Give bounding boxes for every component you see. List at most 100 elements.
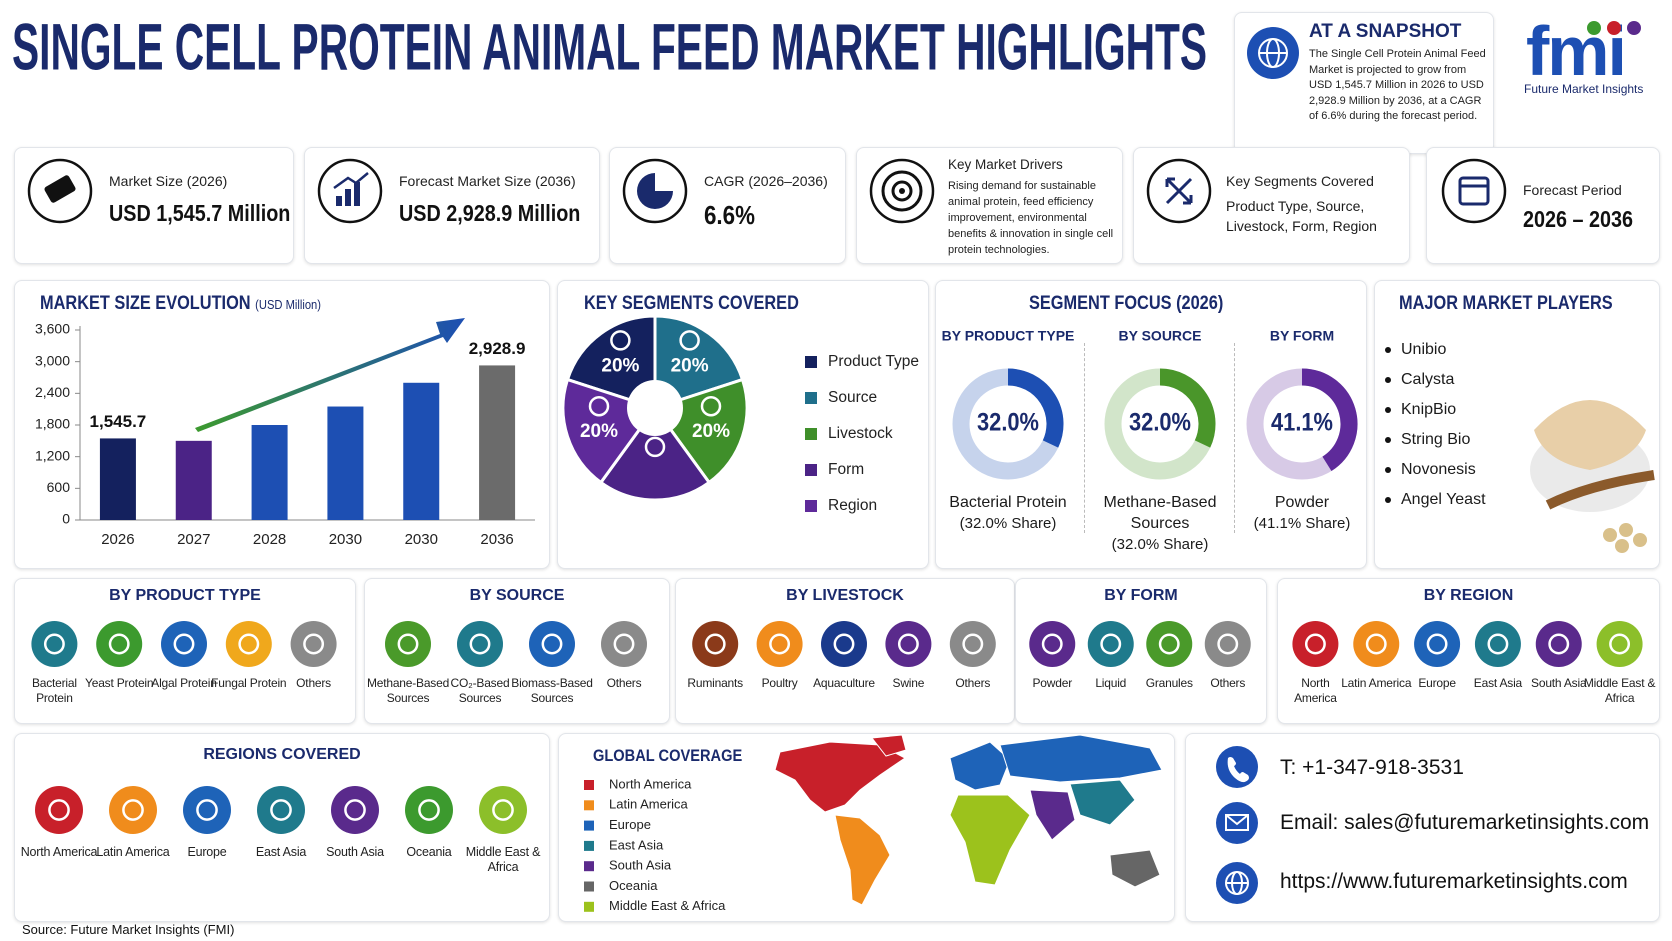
kpi-card: Forecast Market Size (2036) USD 2,928.9 … (304, 147, 600, 264)
bullet (1385, 406, 1391, 413)
page-title: SINGLE CELL PROTEIN ANIMAL FEED MARKET H… (12, 9, 1207, 83)
kpi-label: Key Market Drivers (948, 157, 1063, 172)
segment-label: North America (20, 845, 98, 859)
kpi-label: CAGR (2026–2036) (704, 173, 828, 189)
segment-label: East Asia (1473, 676, 1523, 690)
divider (1084, 343, 1085, 533)
segment-label: Liquid (1095, 676, 1127, 690)
chart-title: SEGMENT FOCUS (2026) (1029, 293, 1224, 314)
segment-label: Powder (1032, 676, 1073, 690)
segment-title: BY PRODUCT TYPE (109, 587, 261, 604)
segment-label: Granules (1145, 676, 1193, 690)
player-name: String Bio (1401, 431, 1471, 448)
logo-dots (1587, 21, 1641, 35)
contact-icons (1216, 746, 1258, 904)
segment-label: Oceania (406, 845, 452, 859)
kpi-value: Rising demand for sustainable animal pro… (948, 180, 1114, 256)
segment-focus-card: SEGMENT FOCUS (2026) (935, 280, 1367, 569)
panel-share: (32.0% Share) (959, 515, 1057, 532)
segment-label: CO₂-Based Sources (450, 676, 510, 705)
bullet (1385, 436, 1391, 443)
kpi-label: Key Segments Covered (1226, 173, 1374, 189)
chart-title: KEY SEGMENTS COVERED (584, 293, 799, 314)
player-item: KnipBio (1385, 401, 1456, 419)
global-title: GLOBAL COVERAGE (593, 746, 743, 765)
source-note: Source: Future Market Insights (FMI) (22, 922, 235, 937)
segment-label: Fungal Protein (211, 676, 287, 690)
segment-label: Swine (892, 676, 925, 690)
kpi-card: Key Segments Covered Product Type, Sourc… (1133, 147, 1410, 264)
snapshot-icon (1247, 27, 1299, 79)
chart-subtitle: (USD Million) (255, 297, 322, 312)
kpi-card: Key Market Drivers Rising demand for sus… (856, 147, 1123, 264)
player-name: Novonesis (1401, 461, 1476, 478)
segment-label: Others (1210, 676, 1246, 690)
player-item: Novonesis (1385, 461, 1476, 479)
segment-label: Ruminants (687, 676, 743, 690)
segment-title: BY SOURCE (469, 587, 565, 604)
segment-label: Methane-Based Sources (366, 676, 450, 705)
snapshot-text: The Single Cell Protein Animal Feed Mark… (1309, 48, 1486, 122)
segment-title: BY LIVESTOCK (786, 587, 904, 604)
segment-label: Yeast Protein (85, 676, 154, 690)
player-item: Unibio (1385, 341, 1446, 359)
segment-label: South Asia (326, 845, 384, 859)
segment-label: Latin America (96, 845, 170, 859)
panel-share: (41.1% Share) (1253, 515, 1351, 532)
contact-card: T: +1-347-918-3531 Email: sales@futurema… (1185, 733, 1660, 922)
kpi-value: USD 2,928.9 Million (399, 200, 581, 226)
bullet (1385, 376, 1391, 383)
snapshot-title: AT A SNAPSHOT (1309, 21, 1462, 42)
segment-label: Algal Protein (151, 676, 217, 690)
segment-label: Latin America (1341, 676, 1412, 690)
regions-title: REGIONS COVERED (203, 746, 361, 763)
chart-title: MARKET SIZE EVOLUTION (USD Million) (40, 293, 321, 315)
segment-label: Europe (187, 845, 227, 859)
kpi-value: Product Type, Source, Livestock, Form, R… (1226, 198, 1377, 234)
player-name: Angel Yeast (1401, 491, 1486, 508)
segment-label: South Asia (1531, 676, 1587, 690)
kpi-label: Forecast Market Size (2036) (399, 173, 576, 189)
panel-label: Powder (41.1% Share) (1232, 492, 1372, 534)
contact-web[interactable]: https://www.futuremarketinsights.com (1280, 870, 1628, 893)
panel-label: Methane-Based Sources (32.0% Share) (1090, 492, 1230, 555)
player-name: KnipBio (1401, 401, 1457, 418)
kpi-value: 6.6% (704, 200, 755, 230)
segment-label: Middle East & Africa (1583, 676, 1656, 705)
panel-label: Bacterial Protein (32.0% Share) (938, 492, 1078, 534)
bullet (1385, 346, 1391, 353)
player-item: Angel Yeast (1385, 491, 1486, 509)
segment-label: Aquaculture (813, 676, 875, 690)
kpi-value: 2026 – 2036 (1523, 206, 1633, 232)
players-title: MAJOR MARKET PLAYERS (1399, 293, 1613, 314)
player-name: Calysta (1401, 371, 1455, 388)
players-card: MAJOR MARKET PLAYERS Unibio Calysta KnipBi… (1374, 280, 1660, 569)
segment-label: Biomass-Based Sources (511, 676, 593, 705)
chart-title-text: MARKET SIZE EVOLUTION (40, 293, 251, 314)
segment-title: BY FORM (1104, 587, 1178, 604)
contact-email: Email: sales@futuremarketinsights.com (1280, 811, 1650, 834)
logo: fmi Future Market Insights (1522, 14, 1662, 104)
kpi-label: Market Size (2026) (109, 173, 228, 189)
contact-phone: T: +1-347-918-3531 (1280, 756, 1464, 779)
kpi-value: USD 1,545.7 Million (109, 200, 291, 226)
snapshot-card: AT A SNAPSHOT The Single Cell Protein An… (1234, 12, 1494, 154)
segment-label: Others (296, 676, 331, 690)
player-item: Calysta (1385, 371, 1454, 389)
segment-label: Poultry (761, 676, 798, 690)
player-item: String Bio (1385, 431, 1470, 449)
segment-label: North America (1294, 676, 1337, 705)
panel-share: (32.0% Share) (1111, 536, 1209, 553)
title-area: SINGLE CELL PROTEIN ANIMAL FEED MARKET H… (12, 9, 1207, 83)
bullet (1385, 496, 1391, 503)
kpi-card: Market Size (2026) USD 1,545.7 Million (14, 147, 294, 264)
segment-label: Others (606, 676, 642, 690)
logo-tagline: Future Market Insights (1524, 82, 1644, 96)
bullet (1385, 466, 1391, 473)
segment-label: East Asia (255, 845, 307, 859)
segment-title: BY REGION (1423, 587, 1514, 604)
segment-label: Europe (1418, 676, 1456, 690)
segment-label: Others (955, 676, 991, 690)
